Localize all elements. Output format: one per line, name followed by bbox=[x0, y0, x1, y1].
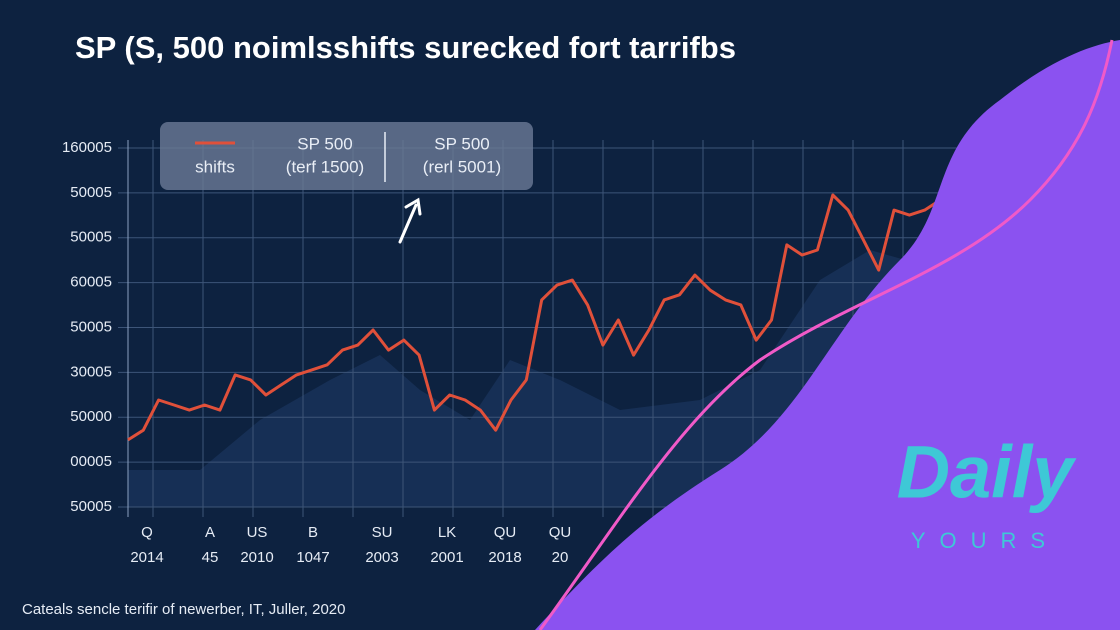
legend-label: (terf 1500) bbox=[286, 157, 364, 176]
y-tick-label: 50005 bbox=[70, 184, 112, 201]
y-tick-label: 160005 bbox=[62, 139, 112, 156]
x-tick-label: QU bbox=[549, 524, 572, 541]
series-line bbox=[127, 193, 941, 442]
x-tick-label: 2018 bbox=[488, 549, 521, 566]
legend-label: (rerl 5001) bbox=[423, 157, 501, 176]
legend-label: SP 500 bbox=[434, 134, 489, 153]
legend-box bbox=[160, 122, 533, 190]
y-tick-label: 50005 bbox=[70, 318, 112, 335]
footnote: Cateals sencle terifir of newerber, IT, … bbox=[22, 601, 346, 618]
background-area bbox=[128, 250, 940, 507]
x-tick-label: QU bbox=[494, 524, 517, 541]
logo-tagline: YOURS bbox=[911, 528, 1059, 553]
decor-curve bbox=[538, 39, 1114, 630]
overlay: Daily YOURS bbox=[535, 39, 1120, 630]
x-tick-label: LK bbox=[438, 524, 456, 541]
chart-title: SP (S, 500 noimlsshifts surecked fort ta… bbox=[75, 30, 736, 65]
x-tick-label: 45 bbox=[202, 549, 219, 566]
x-tick-label: 2010 bbox=[240, 549, 273, 566]
y-tick-label: 50000 bbox=[70, 408, 112, 425]
x-tick-label: 2003 bbox=[365, 549, 398, 566]
x-tick-label: B bbox=[308, 524, 318, 541]
plot-area: 160005 50005 50005 60005 50005 30005 50000 0000… bbox=[62, 139, 960, 566]
legend: shifts SP 500 (terf 1500) SP 500 (rerl 5… bbox=[160, 122, 533, 244]
legend-label: SP 500 bbox=[297, 134, 352, 153]
x-tick-label: Q bbox=[141, 524, 153, 541]
x-tick-label: 2014 bbox=[130, 549, 163, 566]
x-tick-label: 20 bbox=[552, 549, 569, 566]
x-tick-label: 1047 bbox=[296, 549, 329, 566]
x-tick-label: US bbox=[247, 524, 268, 541]
y-tick-label: 50005 bbox=[70, 229, 112, 246]
logo-word: Daily bbox=[897, 431, 1078, 514]
y-tick-label: 50005 bbox=[70, 498, 112, 515]
legend-label: shifts bbox=[195, 157, 235, 176]
y-tick-label: 30005 bbox=[70, 363, 112, 380]
arrow bbox=[398, 197, 422, 244]
x-tick-label: A bbox=[205, 524, 215, 541]
y-tick-label: 00005 bbox=[70, 453, 112, 470]
x-tick-label: SU bbox=[372, 524, 393, 541]
decor-blob bbox=[535, 40, 1120, 630]
y-tick-label: 60005 bbox=[70, 274, 112, 291]
x-tick-label: 2001 bbox=[430, 549, 463, 566]
